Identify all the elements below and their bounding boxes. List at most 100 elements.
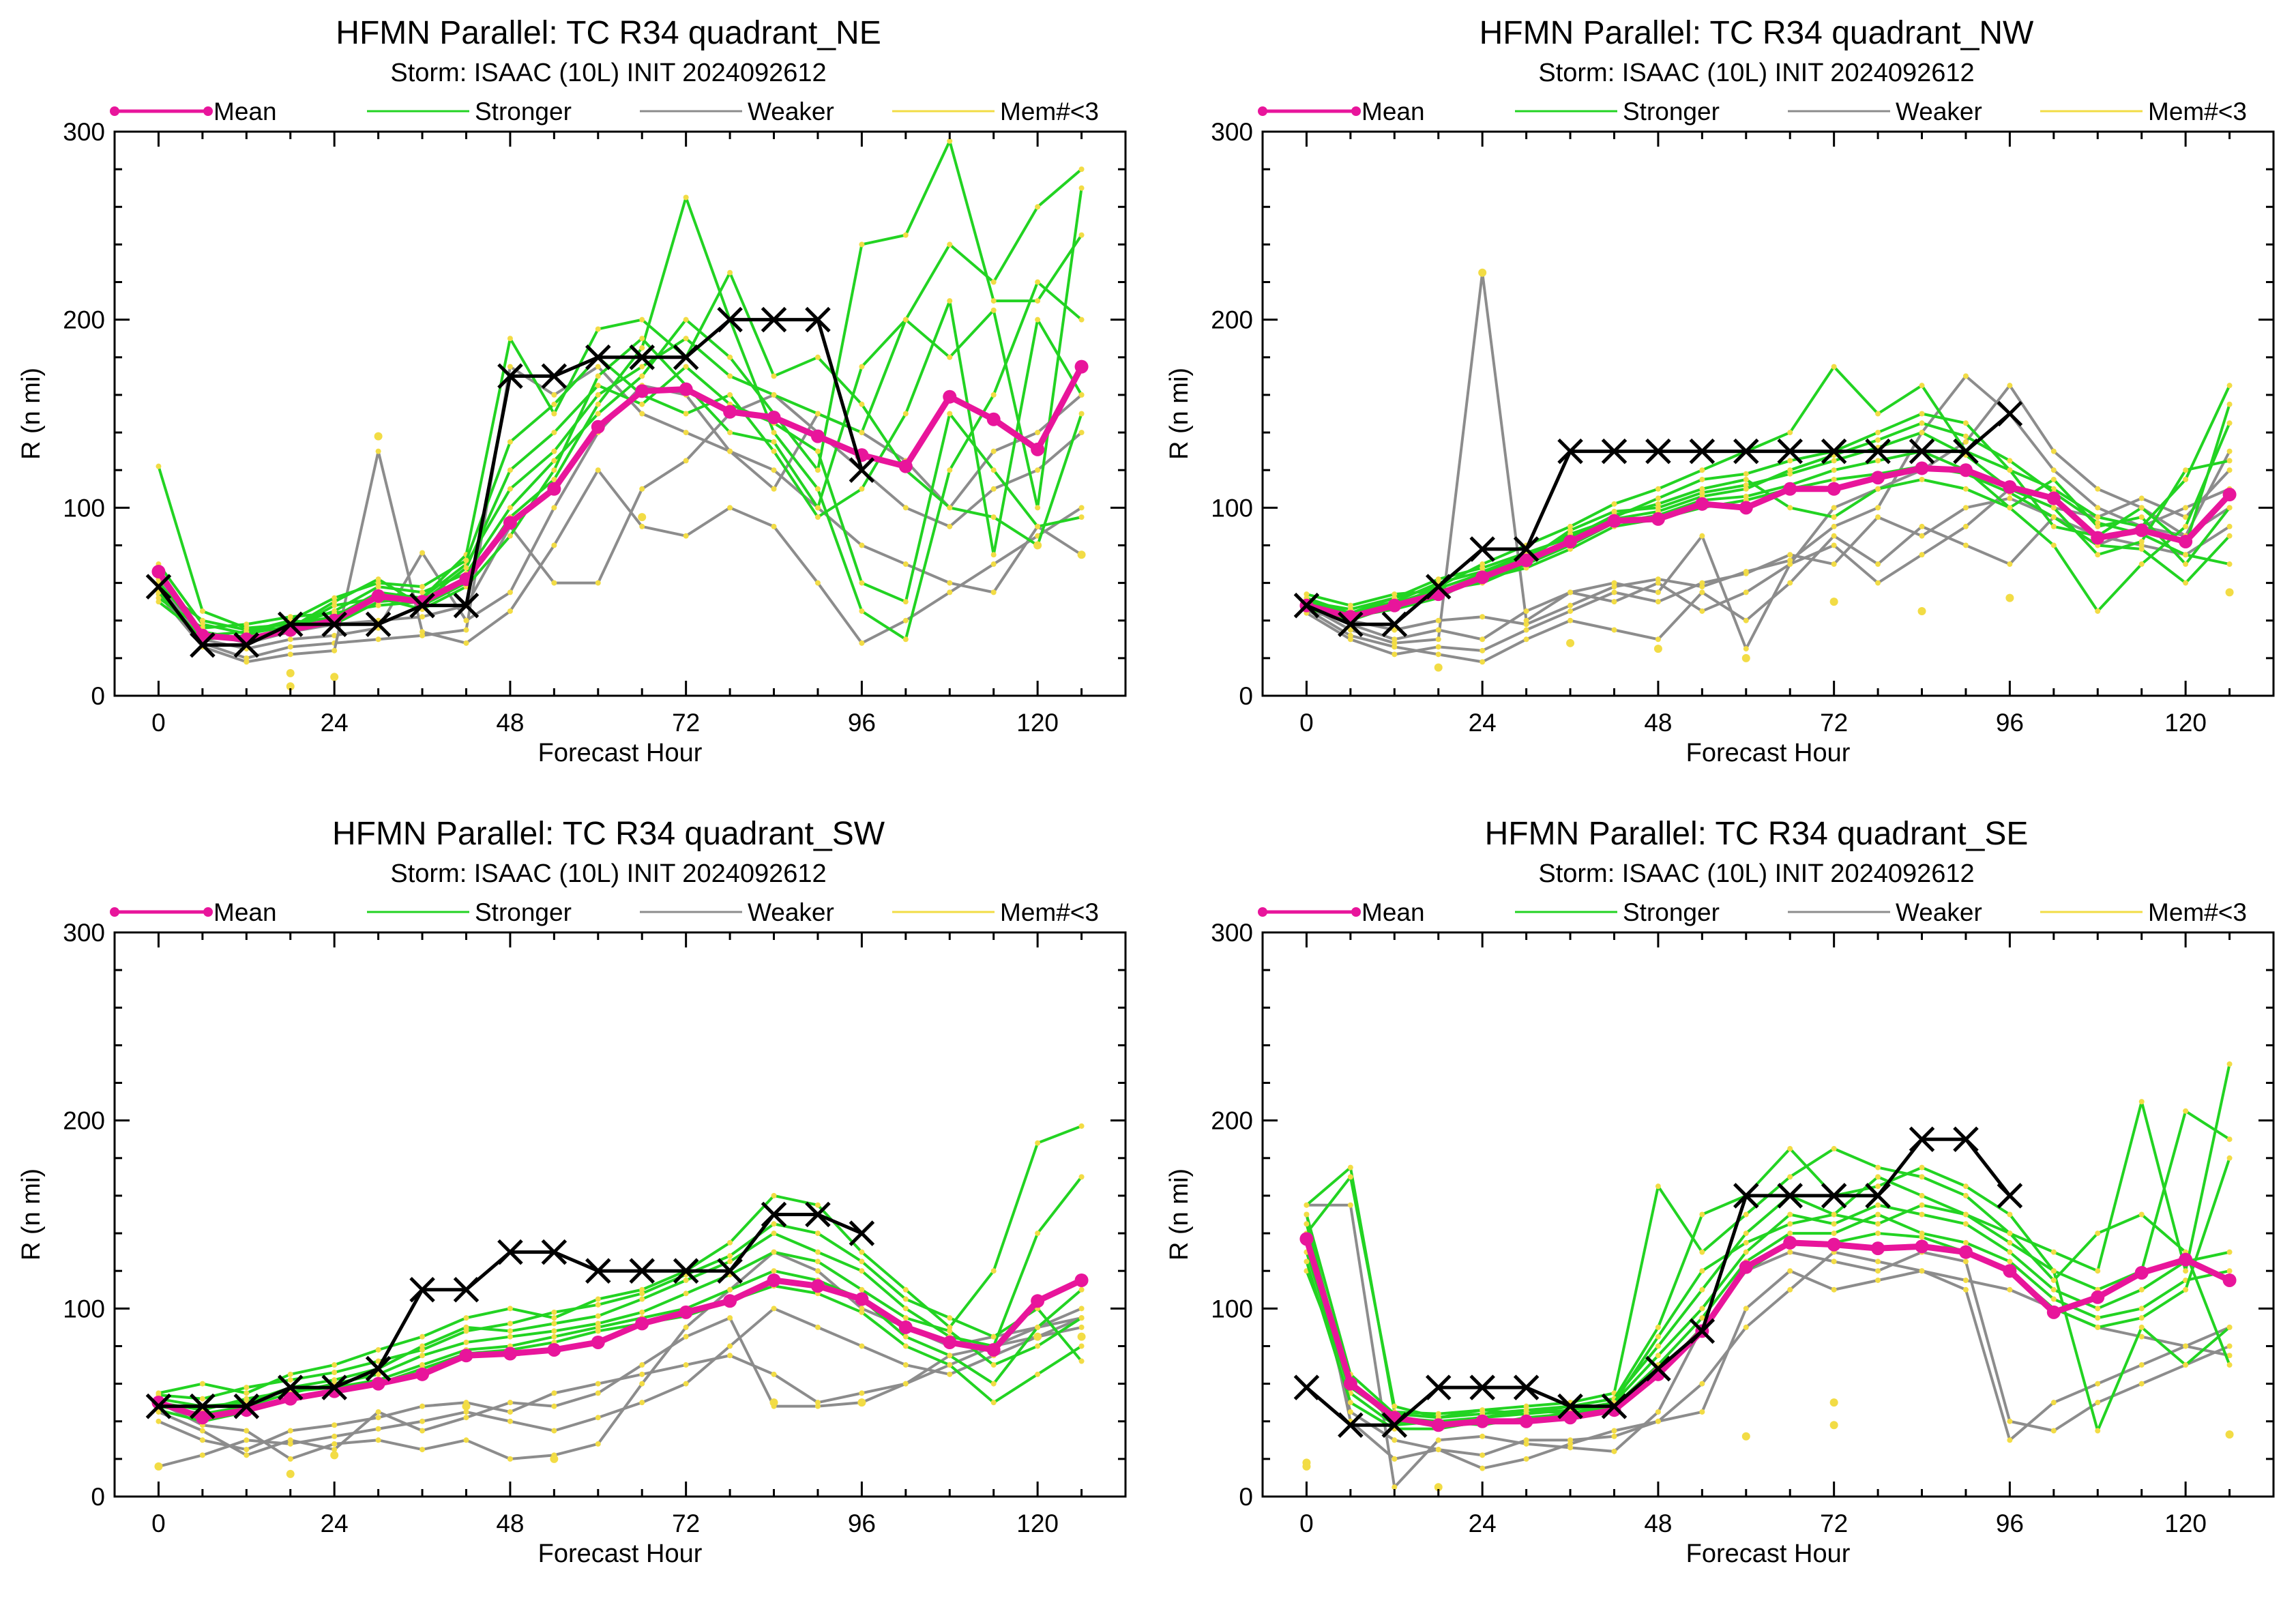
weaker-member-point [902, 505, 909, 511]
x-tick-label: 72 [672, 709, 700, 737]
stronger-member-point [2050, 514, 2057, 520]
plot-area [1293, 268, 2237, 672]
weaker-member-point [244, 1437, 250, 1443]
stronger-member-point [420, 1343, 426, 1349]
weaker-member-point [507, 608, 513, 614]
stronger-member-point [1875, 437, 1881, 443]
weaker-member-point [2007, 1286, 2013, 1293]
best-track-marker [1381, 611, 1408, 638]
stronger-member-point [902, 411, 909, 417]
stronger-member-point [1035, 1140, 1041, 1146]
weaker-member-point [1035, 430, 1041, 436]
stronger-member-point [1919, 1164, 1925, 1170]
weaker-member-point [1480, 647, 1486, 653]
y-tick-label: 100 [63, 494, 105, 522]
weaker-member-point [1743, 617, 1749, 623]
best-track-marker [1425, 574, 1452, 600]
y-tick-label: 100 [1211, 494, 1253, 522]
weaker-member-point [1831, 1258, 1837, 1265]
stronger-member-point [595, 383, 601, 389]
best-track-marker [365, 1355, 392, 1382]
mean-point [547, 482, 561, 496]
stronger-member-point [683, 194, 689, 201]
stronger-member-point [1304, 591, 1310, 598]
weaker-member-point [2095, 486, 2101, 492]
few-member-point [1829, 598, 1838, 606]
weaker-member-point [1787, 561, 1793, 568]
stronger-member-point [1435, 1411, 1441, 1417]
chart-subtitle: Storm: ISAAC (10L) INIT 2024092612 [390, 59, 826, 87]
weaker-member-point [1078, 505, 1085, 511]
weaker-member-point [595, 1390, 601, 1396]
stronger-member-point [1699, 1268, 1705, 1274]
few-member-point [2005, 593, 2014, 602]
few-member-point [2225, 1430, 2234, 1439]
x-axis: 0 24 48 72 96 120 Forecast Hour [151, 932, 1127, 1568]
stronger-member-point [1568, 527, 1574, 533]
stronger-member-point [2183, 467, 2189, 473]
weaker-member-point [1655, 599, 1661, 605]
mean-point [2003, 1264, 2017, 1278]
legend-item-weaker: Weaker [640, 898, 834, 926]
x-tick-label: 0 [1299, 709, 1314, 737]
weaker-member-point [947, 1371, 953, 1377]
mean-point [1074, 359, 1089, 374]
mean-point [1607, 514, 1621, 528]
stronger-member-point [420, 1362, 426, 1368]
mean-point [2003, 480, 2017, 495]
y-axis-label: R (n mi) [17, 368, 46, 460]
weaker-member-point [1568, 589, 1574, 595]
best-track-marker [585, 1258, 611, 1284]
weaker-member-point [2226, 523, 2233, 529]
stronger-member-point [2138, 1324, 2145, 1330]
weaker-member-point [1831, 561, 1837, 568]
weaker-member-point [1919, 552, 1925, 558]
stronger-member-point [420, 584, 426, 590]
weaker-member-point [244, 1452, 250, 1458]
plot-frame [1261, 130, 2275, 697]
stronger-member-point [2007, 467, 2013, 473]
best-track-marker [1733, 438, 1759, 465]
weaker-member-point [947, 589, 953, 595]
mean-point [1739, 501, 1753, 515]
stronger-member-point [1875, 486, 1881, 492]
best-track-marker [233, 632, 260, 658]
weaker-member-point [1611, 580, 1617, 586]
weaker-member-point [507, 364, 513, 370]
weaker-member-point [1655, 576, 1661, 583]
weaker-member-point [2095, 1400, 2101, 1406]
stronger-member-point [990, 392, 997, 398]
stronger-member-point [990, 1381, 997, 1387]
stronger-member-point [947, 1353, 953, 1359]
weaker-member-line [1306, 271, 2231, 645]
stronger-member-point [1699, 1315, 1705, 1321]
stronger-member-point [727, 392, 733, 398]
stronger-member-point [463, 1315, 469, 1321]
stronger-member-point [1035, 1324, 1041, 1330]
stronger-member-point [1962, 433, 1969, 439]
stronger-member-point [2138, 1306, 2145, 1312]
few-member-point [1741, 653, 1750, 662]
legend-item-few: Mem#<3 [892, 98, 1099, 126]
stronger-member-point [1078, 166, 1085, 173]
weaker-member-point [683, 1362, 689, 1368]
weaker-member-point [2138, 495, 2145, 501]
best-track-marker [190, 632, 216, 658]
mean-point [1783, 482, 1797, 496]
best-track-marker [277, 1374, 304, 1400]
stronger-member-point [595, 1313, 601, 1319]
weaker-member-point [2183, 514, 2189, 520]
stronger-member-point [2095, 552, 2101, 558]
stronger-member-point [683, 1277, 689, 1283]
weaker-member-point [1611, 584, 1617, 590]
stronger-member-point [1035, 316, 1041, 323]
stronger-member-point [771, 392, 777, 398]
weaker-member-point [859, 1306, 865, 1312]
mean-point [1475, 570, 1490, 585]
weaker-member-point [727, 1315, 733, 1321]
few-member-point [2225, 588, 2234, 597]
mean-point [195, 1411, 209, 1425]
weaker-member-line [1306, 374, 2231, 632]
weaker-member-point [1435, 636, 1441, 643]
best-track-marker [1557, 1393, 1583, 1419]
